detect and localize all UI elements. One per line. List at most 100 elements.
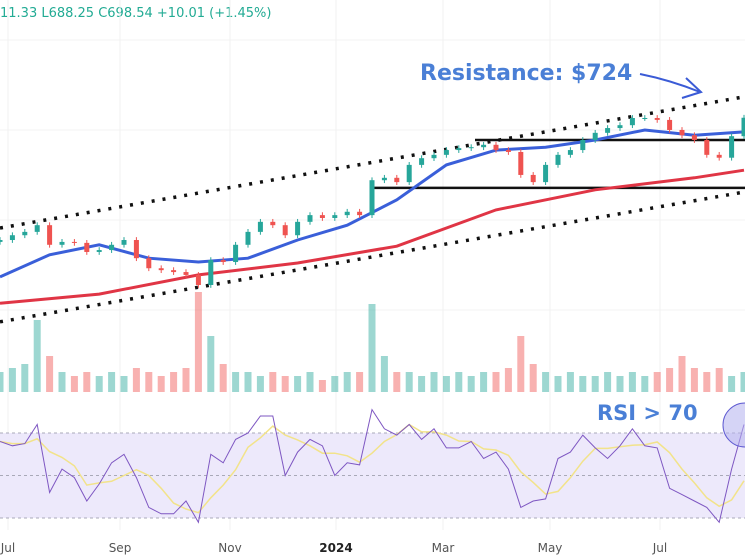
volume-bar [58,372,66,392]
candle-body [71,241,77,243]
candle [220,257,226,265]
volume-bar [405,372,413,392]
candle-body [381,177,387,181]
volume-bar [579,376,587,392]
volume-bar [33,320,41,392]
volume-bar [95,376,103,392]
candle [195,272,201,288]
volume-bar [604,372,612,392]
candle-body [183,272,189,275]
x-tick-label: Jul [652,541,667,555]
candle [505,147,511,155]
volume-bar [455,372,463,392]
volume-bar [728,376,736,392]
candle [654,115,660,123]
candle [171,267,177,275]
candle [369,177,375,218]
rsi-line [0,408,745,524]
volume-bar [566,372,574,392]
volume-bar [145,372,153,392]
candle [257,218,263,235]
volume-bar [467,376,475,392]
candle [406,162,412,185]
candle-body [580,140,586,151]
candle-body [741,117,745,137]
volume-bar [318,380,326,392]
volume-bar [306,372,314,392]
candle [419,155,425,168]
candle-body [9,235,15,241]
candle-body [270,221,276,226]
candle-body [257,221,263,232]
candle-body [679,129,685,136]
volume-bar [232,372,240,392]
candle-body [109,244,115,251]
candle-body [468,147,474,149]
candle-body [0,240,3,242]
candle-body [96,250,102,252]
volume-bar [616,376,624,392]
volume-bar [356,372,364,392]
candle-body [518,151,524,175]
candle [468,144,474,152]
ma200-line [0,168,745,305]
x-tick-label: Sep [109,541,132,555]
candle [691,132,697,143]
candle [0,237,3,245]
volume-bar [380,356,388,392]
volume-bar [591,376,599,392]
candle-body [158,268,164,271]
candle-body [493,144,499,151]
candle [282,222,288,239]
volume-bar [331,376,339,392]
candle-body [704,140,710,155]
candle [493,141,499,153]
x-tick-label: Nov [218,541,241,555]
x-axis: Jul Sep Nov 2024 Mar May Jul [0,541,667,555]
candle-body [171,270,177,273]
candle [319,212,325,221]
volume-bar [8,368,16,392]
rsi-levels [0,432,745,519]
candle [295,218,301,239]
candle-body [406,164,412,183]
volume-bar [219,364,227,392]
candle-body [295,221,301,236]
candle [704,137,710,158]
candle-body [629,118,635,126]
candle [22,229,28,239]
candle-body [530,174,536,183]
candle-body [592,132,598,141]
volume-bar [678,356,686,392]
candle [567,147,573,158]
candle [530,172,536,185]
candle [729,133,735,161]
candle-body [307,215,313,222]
candle-body [729,136,735,158]
volume-bar [418,376,426,392]
volume-bar [281,376,289,392]
candle-body [195,274,201,285]
volume-bar [703,372,711,392]
candle [34,222,40,235]
volume-bar [641,376,649,392]
candle [245,229,251,248]
candle [133,237,139,262]
candle-body [133,240,139,259]
candle-body [344,211,350,216]
candle-body [121,240,127,245]
volume-bar [480,372,488,392]
candle-body [654,118,660,120]
candle [146,255,152,272]
candle [456,145,462,153]
volume-bar [256,376,264,392]
volume-bar [294,376,302,392]
candle [518,149,524,178]
volume-bar [194,292,202,392]
candle-body [419,158,425,165]
candles [0,114,745,288]
volume-bar [46,356,54,392]
volume-bar [157,376,165,392]
candle-body [617,125,623,129]
